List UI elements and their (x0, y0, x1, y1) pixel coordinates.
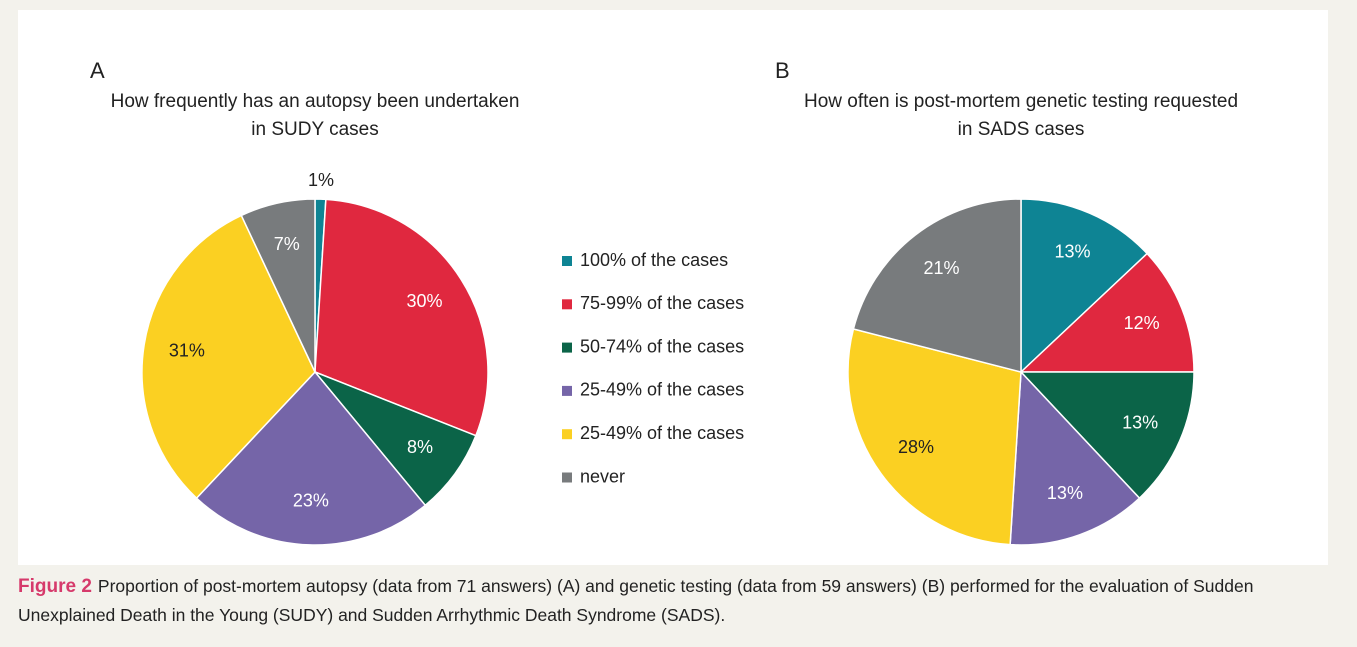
data-label: 7% (274, 234, 300, 254)
legend-swatch (562, 342, 572, 353)
chart-title: in SUDY cases (251, 119, 378, 140)
data-label: 13% (1047, 483, 1083, 503)
pie-slice (1020, 198, 1149, 374)
legend-label: 25-49% of the cases (580, 423, 744, 443)
legend-label: 25-49% of the cases (580, 380, 744, 400)
pie-slice (1019, 371, 1195, 500)
chart-title: How often is post-mortem genetic testing… (804, 91, 1238, 112)
legend-label: 50-74% of the cases (580, 336, 744, 356)
data-label: 8% (407, 437, 433, 457)
data-label: 13% (1055, 242, 1091, 262)
data-label: 12% (1124, 313, 1160, 333)
data-label: 1% (308, 170, 334, 190)
caption-label: Figure 2 (18, 576, 92, 597)
pie-slice (1019, 252, 1195, 373)
pie-slice (852, 198, 1022, 373)
figure: 100% of the cases 75-99% of the cases 50-7… (18, 10, 1328, 565)
data-label: 13% (1122, 412, 1158, 432)
data-label: 28% (898, 437, 934, 457)
legend-swatch (562, 472, 572, 483)
pie-slice (141, 214, 316, 500)
legend-label: 100% of the cases (580, 250, 728, 270)
panel-letter: B (775, 58, 790, 83)
pie-slice (1009, 370, 1141, 546)
legend-swatch (562, 256, 572, 266)
data-label: 31% (169, 340, 205, 360)
legend-swatch (562, 385, 572, 396)
pie-slice (847, 328, 1022, 546)
pie-slice (314, 198, 489, 437)
legend-swatch (562, 429, 572, 440)
legend-label: 75-99% of the cases (580, 293, 744, 313)
chart-title: How frequently has an autopsy been under… (111, 91, 520, 112)
caption-text: Proportion of post-mortem autopsy (data … (18, 576, 1254, 625)
caption: Figure 2 Proportion of post-mortem autops… (18, 572, 1328, 630)
legend-label: never (580, 466, 625, 486)
chart-title: in SADS cases (958, 119, 1085, 140)
pie-slice (240, 198, 316, 373)
data-label: 21% (923, 258, 959, 278)
panel-letter: A (90, 58, 105, 83)
data-label: 30% (407, 291, 443, 311)
legend-swatch (562, 299, 572, 310)
data-label: 23% (293, 490, 329, 510)
pie-slice (195, 370, 427, 546)
